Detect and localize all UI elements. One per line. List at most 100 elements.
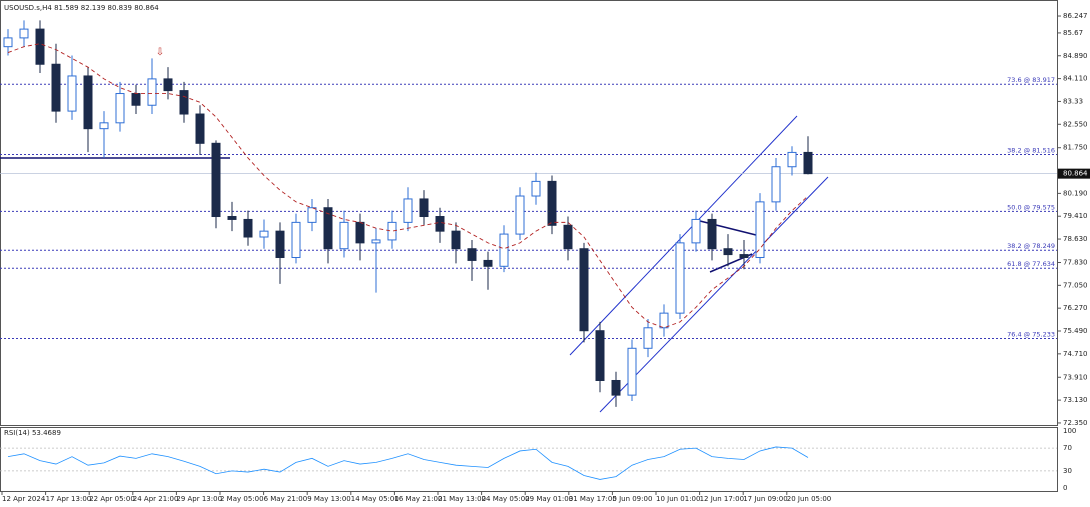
x-tick-label: 14 May 05:00 <box>351 495 399 503</box>
candle-body <box>435 216 445 232</box>
arrow-icon: ⇩ <box>156 47 164 58</box>
candle-body <box>387 221 397 241</box>
candle-body <box>291 221 301 259</box>
candle-body <box>195 113 205 144</box>
candle-body <box>707 218 717 250</box>
x-tick-label: 5 Jun 09:00 <box>612 495 652 503</box>
candle-body <box>51 63 61 112</box>
candle-body <box>771 166 781 203</box>
y-tick-label: 81.750 <box>1063 144 1088 152</box>
candle-body <box>99 122 109 130</box>
y-tick-label: 78.630 <box>1063 235 1088 243</box>
candle-body <box>131 93 141 106</box>
x-tick-label: 10 Jun 01:00 <box>656 495 700 503</box>
candle-body <box>691 218 701 244</box>
candle-body <box>595 330 605 381</box>
candle-body <box>371 239 381 244</box>
y-tick-label: 73.130 <box>1063 396 1088 404</box>
candle-body <box>579 248 589 332</box>
x-tick-label: 12 Jun 17:00 <box>700 495 744 503</box>
candle-body <box>243 218 253 238</box>
candle-body <box>531 180 541 197</box>
y-tick-label: 80.190 <box>1063 189 1088 197</box>
rsi-line <box>7 446 809 480</box>
candle-body <box>723 248 733 256</box>
candle-body <box>803 151 813 175</box>
main-panel <box>0 0 1058 426</box>
y-tick-label: 72.350 <box>1063 419 1088 427</box>
fib-label: 61.8 @ 77.634 <box>1007 260 1055 268</box>
y-tick-label: 74.710 <box>1063 350 1088 358</box>
y-tick-label: 86.247 <box>1063 12 1088 20</box>
current-price-box <box>1058 168 1090 179</box>
candle-body <box>739 254 749 259</box>
fib-label: 38.2 @ 81.516 <box>1007 147 1055 155</box>
rsi-tick-label: 0 <box>1063 484 1067 492</box>
y-tick-label: 76.270 <box>1063 304 1088 312</box>
candle-body <box>755 201 765 259</box>
candle-body <box>675 242 685 314</box>
candle-body <box>611 379 621 396</box>
y-tick-label: 75.490 <box>1063 327 1088 335</box>
x-tick-label: 16 May 21:00 <box>394 495 442 503</box>
candle-body <box>403 198 413 223</box>
x-tick-label: 6 May 21:00 <box>264 495 308 503</box>
candle-body <box>67 75 77 112</box>
y-tick-label: 82.550 <box>1063 120 1088 128</box>
y-tick-label: 83.33 <box>1063 97 1083 105</box>
candle-body <box>307 207 317 223</box>
candle-body <box>35 28 45 65</box>
chart-title: USOUSD.s,H4 81.589 82.139 80.839 80.864 <box>4 4 159 12</box>
x-tick-label: 24 May 05:00 <box>482 495 530 503</box>
y-tick-label: 77.830 <box>1063 258 1088 266</box>
candle-body <box>227 216 237 220</box>
x-tick-label: 9 May 13:00 <box>307 495 351 503</box>
plot-layer: 86.247 85.67 84.890 84.110 83.33 82.550 81.750… <box>0 12 1090 503</box>
x-tick-label: 21 May 13:00 <box>438 495 486 503</box>
x-tick-label: 12 Apr 2024 <box>2 495 46 503</box>
candle-body <box>3 37 13 48</box>
x-tick-label: 20 Jun 05:00 <box>787 495 831 503</box>
x-tick-label: 24 Apr 21:00 <box>133 495 179 503</box>
candle-body <box>659 312 669 329</box>
candle-body <box>643 327 653 349</box>
rsi-tick-label: 70 <box>1063 444 1072 452</box>
x-tick-label: 22 Apr 05:00 <box>89 495 135 503</box>
candle-body <box>83 75 93 130</box>
y-tick-label: 85.67 <box>1063 29 1083 37</box>
candle-body <box>419 198 429 218</box>
candle-body <box>115 93 125 124</box>
candle-body <box>627 347 637 396</box>
candle-body <box>467 248 477 261</box>
fib-label: 38.2 @ 78.249 <box>1007 242 1055 250</box>
moving-average <box>7 43 809 329</box>
fib-label: 76.4 @ 75.233 <box>1007 331 1055 339</box>
candle-body <box>259 230 269 238</box>
candle-body <box>451 230 461 250</box>
candle-body <box>211 142 221 218</box>
rsi-label: RSI(14) 53.4689 <box>4 429 61 437</box>
fib-label: 50.0 @ 79.575 <box>1007 203 1055 211</box>
candle-body <box>163 78 173 92</box>
x-tick-label: 17 Apr 13:00 <box>46 495 92 503</box>
x-tick-label: 31 May 17:00 <box>569 495 617 503</box>
candle-body <box>563 224 573 250</box>
y-tick-label: 79.410 <box>1063 212 1088 220</box>
x-tick-label: 29 Apr 13:00 <box>176 495 222 503</box>
candle-body <box>323 207 333 250</box>
candle-body <box>547 180 557 226</box>
candle-body <box>787 151 797 168</box>
candle-body <box>275 230 285 259</box>
current-price-label: 80.864 <box>1063 170 1088 178</box>
y-tick-label: 84.110 <box>1063 75 1088 83</box>
candle-body <box>147 78 157 106</box>
channel-upper <box>569 115 798 356</box>
rsi-tick-label: 30 <box>1063 467 1072 475</box>
x-tick-label: 29 May 01:00 <box>525 495 573 503</box>
x-tick-label: 17 Jun 09:00 <box>743 495 787 503</box>
candle-body <box>355 221 365 244</box>
y-tick-label: 84.890 <box>1063 52 1088 60</box>
candle-body <box>499 233 509 267</box>
rsi-panel <box>0 427 1058 492</box>
